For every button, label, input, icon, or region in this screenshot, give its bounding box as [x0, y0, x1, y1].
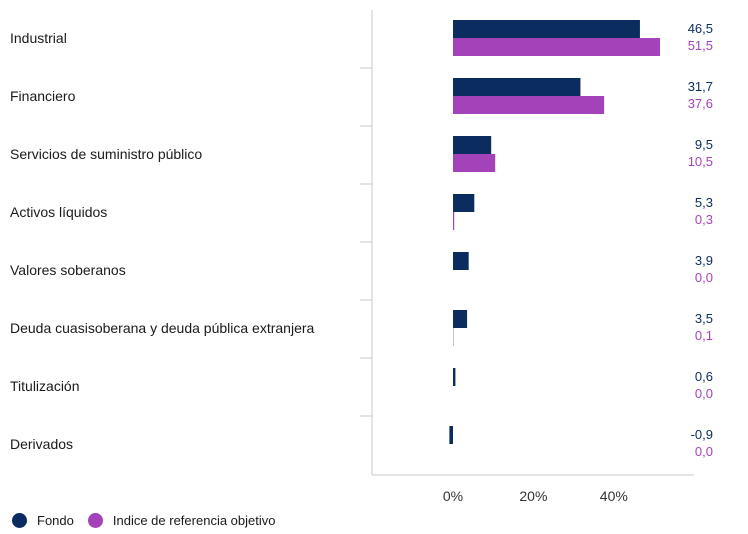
x-tick-label: 20% [519, 488, 547, 504]
value-label-indice: 0,0 [695, 444, 713, 459]
value-label-indice: 0,1 [695, 328, 713, 343]
category-label: Titulización [10, 378, 80, 394]
bar-fondo [453, 20, 640, 38]
value-label-fondo: 3,5 [695, 311, 713, 326]
legend-item-fondo: Fondo [12, 513, 74, 528]
bar-fondo [449, 426, 453, 444]
bar-indice [453, 38, 661, 56]
value-label-indice: 51,5 [688, 38, 713, 53]
value-label-fondo: 31,7 [688, 79, 713, 94]
legend-swatch-fondo [12, 513, 27, 528]
value-label-indice: 37,6 [688, 96, 713, 111]
value-label-fondo: 9,5 [695, 137, 713, 152]
value-label-fondo: 46,5 [688, 21, 713, 36]
value-label-indice: 0,3 [695, 212, 713, 227]
value-label-fondo: 3,9 [695, 253, 713, 268]
bar-indice [453, 212, 455, 230]
value-label-indice: 0,0 [695, 270, 713, 285]
category-label: Servicios de suministro público [10, 146, 202, 162]
category-label: Industrial [10, 30, 67, 46]
value-label-indice: 0,0 [695, 386, 713, 401]
bar-fondo [453, 136, 492, 154]
legend-item-indice: Indice de referencia objetivo [87, 513, 276, 528]
category-label: Activos líquidos [10, 204, 107, 220]
value-label-fondo: -0,9 [691, 427, 713, 442]
bar-fondo [453, 310, 468, 328]
category-label: Financiero [10, 88, 76, 104]
bar-indice [453, 154, 496, 172]
bar-indice [453, 96, 605, 114]
bar-fondo [453, 368, 456, 386]
legend-label-indice: Indice de referencia objetivo [112, 513, 276, 528]
value-label-fondo: 5,3 [695, 195, 713, 210]
bar-fondo [453, 252, 469, 270]
legend: Fondo Indice de referencia objetivo [12, 513, 289, 528]
x-tick-label: 0% [443, 488, 463, 504]
bar-fondo [453, 78, 581, 96]
category-label: Valores soberanos [10, 262, 126, 278]
legend-swatch-indice [87, 513, 103, 528]
value-label-indice: 10,5 [688, 154, 713, 169]
bar-fondo [453, 194, 475, 212]
value-label-fondo: 0,6 [695, 369, 713, 384]
x-tick-label: 40% [600, 488, 628, 504]
category-label: Deuda cuasisoberana y deuda pública extr… [10, 320, 315, 336]
category-label: Derivados [10, 436, 73, 452]
legend-label-fondo: Fondo [37, 513, 74, 528]
